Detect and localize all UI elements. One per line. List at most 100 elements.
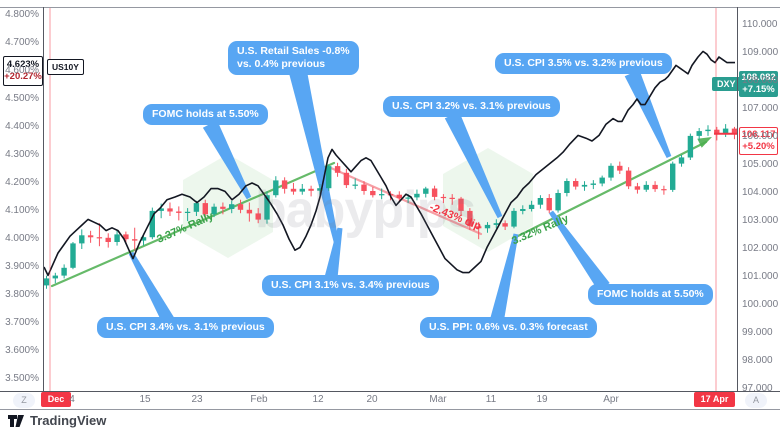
time-axis-tick[interactable]: 15 bbox=[139, 394, 151, 405]
candle-body bbox=[193, 203, 200, 212]
candle-body bbox=[537, 198, 544, 205]
callout-pointer-cpi-jan bbox=[128, 251, 174, 324]
us10y-price-label: 4.623% +20.27% bbox=[3, 56, 43, 86]
right-axis-tick[interactable]: 105.000 bbox=[742, 159, 779, 170]
left-axis-tick[interactable]: 4.700% bbox=[5, 37, 39, 48]
time-axis-tick[interactable]: 12 bbox=[312, 394, 324, 405]
callout-cpi-apr[interactable]: U.S. CPI 3.5% vs. 3.2% previous bbox=[495, 53, 672, 74]
right-axis-tick[interactable]: 101.000 bbox=[742, 271, 779, 282]
rally-arrowhead bbox=[697, 137, 712, 148]
candle-body bbox=[458, 198, 464, 211]
candle-body bbox=[343, 172, 350, 186]
auto-scale-button[interactable]: A bbox=[745, 392, 767, 408]
top-border bbox=[0, 7, 780, 8]
candle-body bbox=[211, 206, 217, 215]
watermark-hexagon bbox=[183, 154, 273, 258]
footer-border bbox=[0, 409, 780, 410]
right-axis-tick[interactable]: 107.000 bbox=[742, 103, 779, 114]
left-axis-tick[interactable]: 4.600% bbox=[5, 65, 39, 76]
left-axis-tick[interactable]: 3.500% bbox=[5, 373, 39, 384]
left-axis-tick[interactable]: 4.300% bbox=[5, 149, 39, 160]
right-axis-tick[interactable]: 99.000 bbox=[742, 327, 773, 338]
right-axis-tick[interactable]: 104.000 bbox=[742, 187, 779, 198]
candle-body bbox=[149, 210, 155, 238]
candle-body bbox=[705, 129, 711, 132]
callout-fomc-mar[interactable]: FOMC holds at 5.50% bbox=[588, 284, 713, 305]
dxy-price-label: 108.082 +7.15% bbox=[739, 71, 778, 97]
right-axis-tick[interactable]: 110.000 bbox=[742, 19, 778, 30]
left-axis-tick[interactable]: 4.100% bbox=[5, 205, 39, 216]
left-axis-tick[interactable]: 4.800% bbox=[5, 9, 39, 20]
right-axis-tick[interactable]: 98.000 bbox=[742, 355, 773, 366]
callout-ppi-mar[interactable]: U.S. PPI: 0.6% vs. 0.3% forecast bbox=[420, 317, 597, 338]
left-axis-tick[interactable]: 4.400% bbox=[5, 121, 39, 132]
callout-pointer-cpi-feb bbox=[324, 227, 343, 280]
left-axis-tick[interactable]: 3.600% bbox=[5, 345, 39, 356]
time-axis-tick[interactable]: 11 bbox=[485, 394, 497, 405]
range-end-date-label: 17 Apr '24 bbox=[694, 392, 735, 419]
callout-cpi-mar[interactable]: U.S. CPI 3.2% vs. 3.1% previous bbox=[383, 96, 560, 117]
tradingview-logo[interactable]: TradingView bbox=[8, 413, 106, 428]
time-axis-tick[interactable]: Mar bbox=[429, 394, 447, 405]
candle-body bbox=[731, 128, 738, 134]
candle-body bbox=[237, 204, 244, 210]
candle-body bbox=[43, 278, 50, 286]
candle-body bbox=[528, 204, 535, 209]
callout-pointer-cpi-mar bbox=[444, 111, 503, 219]
callout-cpi-jan[interactable]: U.S. CPI 3.4% vs. 3.1% previous bbox=[97, 317, 274, 338]
callout-fomc-jan[interactable]: FOMC holds at 5.50% bbox=[143, 104, 268, 125]
dip-trendline[interactable] bbox=[329, 166, 483, 236]
dxy-price-change: +7.15% bbox=[742, 84, 775, 95]
candle-body bbox=[617, 165, 623, 171]
candle-body bbox=[299, 188, 305, 192]
time-axis-tick[interactable]: 19 bbox=[536, 394, 548, 405]
callout-text: FOMC holds at 5.50% bbox=[597, 288, 704, 300]
candle-body bbox=[652, 184, 658, 190]
right-axis-tick[interactable]: 100.000 bbox=[742, 299, 779, 310]
candle-body bbox=[114, 234, 120, 242]
callout-cpi-feb[interactable]: U.S. CPI 3.1% vs. 3.4% previous bbox=[262, 275, 439, 296]
right-axis-tick[interactable]: 106.000 bbox=[742, 131, 779, 142]
candle-body bbox=[696, 131, 702, 136]
candle-body bbox=[564, 181, 570, 193]
callout-text: vs. 0.4% previous bbox=[237, 58, 326, 70]
candle-body bbox=[79, 235, 85, 244]
callout-text: U.S. CPI 3.5% vs. 3.2% previous bbox=[504, 57, 663, 69]
left-axis-tick[interactable]: 3.700% bbox=[5, 317, 39, 328]
time-axis-tick[interactable]: 23 bbox=[191, 394, 203, 405]
right-axis-tick[interactable]: 103.000 bbox=[742, 215, 779, 226]
candle-body bbox=[264, 195, 270, 220]
right-axis-tick[interactable]: 108.000 bbox=[742, 75, 779, 86]
callout-pointer-fomc-jan bbox=[202, 120, 252, 200]
time-axis-tick[interactable]: Feb bbox=[250, 394, 268, 405]
us10y-line-series[interactable] bbox=[43, 50, 735, 277]
callout-retail-sales[interactable]: U.S. Retail Sales -0.8% vs. 0.4% previous bbox=[228, 41, 359, 75]
candle-body bbox=[599, 177, 605, 184]
candle-body bbox=[502, 223, 508, 227]
us10y-symbol-tag: US10Y bbox=[47, 59, 84, 75]
left-axis-tick[interactable]: 3.800% bbox=[5, 289, 39, 300]
timezone-button[interactable]: Z bbox=[13, 392, 35, 408]
candle-body bbox=[176, 211, 182, 213]
left-axis-tick[interactable]: 3.900% bbox=[5, 261, 39, 272]
time-axis-tick[interactable]: Apr bbox=[603, 394, 619, 405]
time-axis-tick[interactable]: 4 bbox=[69, 394, 75, 405]
time-axis-tick[interactable]: 20 bbox=[366, 394, 378, 405]
left-axis-tick[interactable]: 4.500% bbox=[5, 93, 39, 104]
candle-body bbox=[202, 203, 208, 215]
left-axis-tick[interactable]: 4.200% bbox=[5, 177, 39, 188]
candle-body bbox=[555, 193, 561, 211]
candle-body bbox=[184, 211, 191, 213]
right-axis-tick[interactable]: 109.000 bbox=[742, 47, 779, 58]
right-axis-tick[interactable]: 97.000 bbox=[742, 383, 773, 394]
rally-trendline[interactable] bbox=[512, 140, 708, 240]
candle-body bbox=[431, 188, 438, 197]
right-axis-tick[interactable]: 102.000 bbox=[742, 243, 779, 254]
candle-body bbox=[246, 209, 253, 214]
candle-body bbox=[661, 189, 667, 191]
left-pane-border bbox=[43, 7, 44, 392]
left-axis-tick[interactable]: 4.000% bbox=[5, 233, 39, 244]
time-axis-border bbox=[0, 391, 780, 392]
